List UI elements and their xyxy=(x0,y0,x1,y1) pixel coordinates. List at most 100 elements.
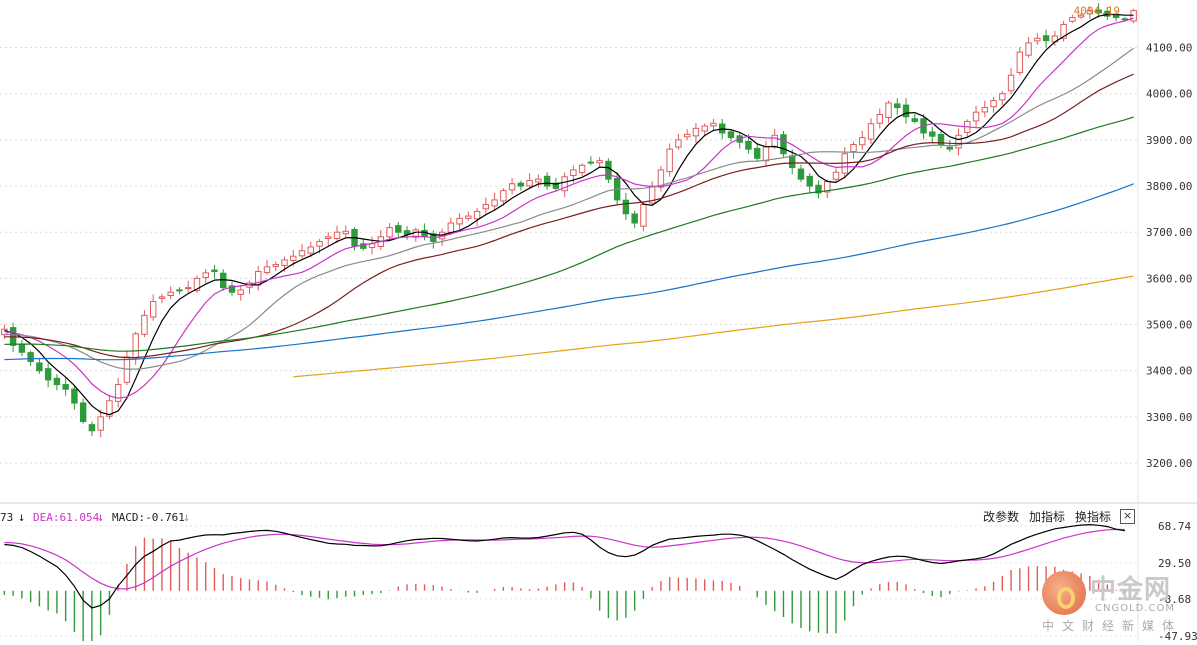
candle-body xyxy=(456,217,463,225)
candle-body xyxy=(780,134,787,155)
logo: 中金网 CNGOLD.COM 中文财经新媒体 xyxy=(1040,565,1190,637)
candle-body xyxy=(771,134,778,148)
candle-body xyxy=(290,255,297,262)
candle-body xyxy=(71,388,78,404)
candle-body xyxy=(307,246,314,254)
y-tick-label: 3300.00 xyxy=(1146,411,1192,424)
candle-body xyxy=(902,104,910,118)
candle-body xyxy=(176,289,183,292)
candle-body xyxy=(220,272,227,289)
candle-body xyxy=(832,171,840,180)
y-tick-label: 3700.00 xyxy=(1146,226,1192,239)
dea-label: DEA:61.054 xyxy=(33,511,100,524)
candle-body xyxy=(789,155,796,169)
candle-body xyxy=(972,111,980,122)
ma120-line xyxy=(4,183,1134,361)
macd-tick-label: -8.68 xyxy=(1158,593,1191,606)
candle-body xyxy=(683,133,691,138)
candle-body xyxy=(228,285,236,293)
swap-indicator-button[interactable]: 换指标 xyxy=(1075,510,1112,524)
candle-body xyxy=(990,100,997,108)
logo-name: 中金网 xyxy=(1090,575,1172,605)
ma5-line xyxy=(4,13,1134,416)
candle-body xyxy=(1060,23,1067,39)
candle-body xyxy=(1025,42,1032,56)
candle-body xyxy=(158,296,166,299)
candle-body xyxy=(482,204,490,210)
candle-body xyxy=(710,122,717,127)
candle-body xyxy=(692,127,700,137)
candle-body xyxy=(491,199,498,207)
y-tick-label: 3200.00 xyxy=(1146,457,1192,470)
macd-tick-label: 29.50 xyxy=(1158,557,1191,570)
candle-body xyxy=(753,147,761,159)
add-indicator-button[interactable]: 加指标 xyxy=(1029,510,1066,524)
candle-body xyxy=(631,213,638,224)
candle-body xyxy=(981,107,989,113)
y-tick-label: 3500.00 xyxy=(1146,319,1192,332)
candle-body xyxy=(53,377,61,386)
candle-body xyxy=(44,368,52,381)
ma20-line xyxy=(4,47,1134,370)
candle-body xyxy=(596,160,603,164)
candle-body xyxy=(885,102,892,118)
candle-body xyxy=(727,131,735,139)
candle-body xyxy=(281,259,288,266)
candle-body xyxy=(1104,10,1111,17)
candle-body xyxy=(859,137,866,146)
close-button[interactable]: × xyxy=(1120,509,1135,524)
candle-body xyxy=(62,384,69,390)
candle-body xyxy=(701,125,708,132)
arrow-down-icon: ↓ xyxy=(183,510,190,524)
candle-body xyxy=(316,240,323,247)
candle-body xyxy=(36,362,43,372)
candle-body xyxy=(263,266,271,273)
candle-body xyxy=(587,161,595,164)
candle-body xyxy=(1016,51,1024,74)
candle-body xyxy=(97,416,104,431)
candle-body xyxy=(622,199,630,215)
arrow-down-icon: ↓ xyxy=(97,510,104,524)
candle-body xyxy=(167,291,174,297)
change-params-button[interactable]: 改参数 xyxy=(983,510,1020,524)
candle-body xyxy=(666,148,673,173)
candle-body xyxy=(27,352,34,362)
candle-body xyxy=(876,113,883,124)
candle-body xyxy=(421,229,428,238)
candle-body xyxy=(395,225,402,233)
candle-body xyxy=(500,190,507,202)
candle-body xyxy=(946,146,954,150)
candle-body xyxy=(517,182,525,187)
ma60-line xyxy=(4,116,1134,352)
candle-body xyxy=(1042,35,1050,42)
candle-body xyxy=(237,289,244,295)
candle-body xyxy=(894,103,901,109)
candle-body xyxy=(1077,14,1085,18)
candle-body xyxy=(675,139,682,148)
logo-domain: CNGOLD.COM xyxy=(1095,603,1176,614)
arrow-down-icon: ↓ xyxy=(18,510,25,524)
candle-body xyxy=(298,250,306,257)
y-tick-label: 3900.00 xyxy=(1146,134,1192,147)
candle-body xyxy=(526,180,533,187)
candle-body xyxy=(88,424,96,432)
y-tick-label: 3400.00 xyxy=(1146,365,1192,378)
candle-body xyxy=(745,140,752,150)
candle-body xyxy=(473,210,481,220)
candle-body xyxy=(640,204,647,227)
candle-body xyxy=(605,160,612,180)
candle-body xyxy=(578,164,586,174)
candle-body xyxy=(657,169,665,188)
y-tick-label: 4100.00 xyxy=(1146,42,1192,55)
candle-body xyxy=(762,146,770,162)
candle-body xyxy=(333,231,341,239)
candle-body xyxy=(1034,37,1041,42)
candle-body xyxy=(1095,9,1102,14)
logo-slogan: 中文财经新媒体 xyxy=(1042,619,1183,633)
candle-body xyxy=(815,184,822,194)
candle-body xyxy=(193,277,201,292)
candle-body xyxy=(465,215,472,219)
candle-body xyxy=(447,222,455,233)
dea-line xyxy=(4,528,1125,590)
